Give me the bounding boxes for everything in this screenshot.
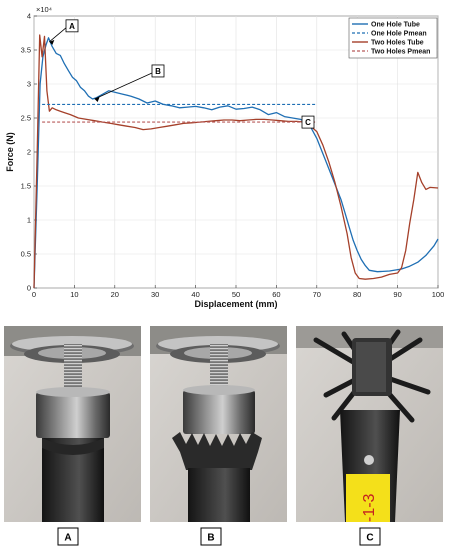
y-tick-label: 2.5 <box>21 114 31 123</box>
series-line-two-holes-tube <box>33 34 439 289</box>
y-tick-label: 2 <box>27 148 31 157</box>
callout-label-a: A <box>69 22 75 31</box>
y-tick-label: 1 <box>27 216 31 225</box>
callout-box-b <box>151 64 165 78</box>
series-line-one-hole-tube <box>33 37 439 289</box>
y-tick-label: 3 <box>27 80 31 89</box>
specimen-sticker <box>346 474 390 522</box>
caption-label-b: B <box>207 533 214 544</box>
legend-label-two-holes-pmean: Two Holes Pmean <box>371 49 430 56</box>
gridlines <box>33 15 439 289</box>
x-tick-label: 60 <box>272 290 280 299</box>
y-tick-label: 1.5 <box>21 182 31 191</box>
series-layer <box>33 34 439 289</box>
callout-arrowhead-a <box>49 39 55 45</box>
x-tick-label: 40 <box>191 290 199 299</box>
y-tick-label: 0 <box>27 284 31 293</box>
caption-label-a: A <box>64 533 71 544</box>
y-multiplier: ×10⁴ <box>36 5 52 14</box>
photo-c: -1-3 <box>296 326 443 522</box>
x-tick-label: 20 <box>111 290 119 299</box>
legend-label-one-hole-tube: One Hole Tube <box>371 22 420 29</box>
specimen-sticker-text: -1-3 <box>361 493 378 522</box>
x-tick-label: 70 <box>313 290 321 299</box>
photo-captions: A B C <box>57 527 381 546</box>
x-tick-label: 100 <box>432 290 445 299</box>
x-tick-label: 80 <box>353 290 361 299</box>
callout-arrow-b <box>94 72 153 100</box>
callout-label-c: C <box>305 118 311 127</box>
callout-label-b: B <box>155 67 161 76</box>
annotation-layer: A B C <box>49 19 315 129</box>
x-axis-label: Displacement (mm) <box>194 299 277 309</box>
caption-box-c <box>359 527 381 546</box>
y-ticks: 0 0.5 1 1.5 2 2.5 3 3.5 4 <box>21 12 37 293</box>
callout-box-c <box>301 115 315 129</box>
photo-a <box>4 326 141 522</box>
x-tick-label: 10 <box>70 290 78 299</box>
y-axis-label: Force (N) <box>5 132 15 172</box>
x-ticks: 0 10 20 30 40 50 60 70 80 90 100 <box>32 285 444 299</box>
y-tick-label: 0.5 <box>21 250 31 259</box>
caption-box-a <box>57 527 79 546</box>
legend-label-one-hole-pmean: One Hole Pmean <box>371 31 427 38</box>
callout-box-a <box>65 19 79 33</box>
callout-arrow-a <box>49 27 67 43</box>
x-tick-label: 50 <box>232 290 240 299</box>
legend: One Hole Tube One Hole Pmean Two Holes T… <box>348 17 438 59</box>
legend-label-two-holes-tube: Two Holes Tube <box>371 40 424 47</box>
caption-label-c: C <box>366 533 373 544</box>
force-displacement-chart: 0 10 20 30 40 50 60 70 80 90 100 0 0.5 1 1.5 2 2.5 3 3.5 4… <box>5 5 444 309</box>
photo-b <box>150 326 287 522</box>
caption-box-b <box>200 527 222 546</box>
x-tick-label: 90 <box>393 290 401 299</box>
y-tick-label: 3.5 <box>21 46 31 55</box>
y-tick-label: 4 <box>27 12 31 21</box>
x-tick-label: 30 <box>151 290 159 299</box>
callout-arrowhead-b <box>94 96 100 102</box>
x-tick-label: 0 <box>32 290 36 299</box>
